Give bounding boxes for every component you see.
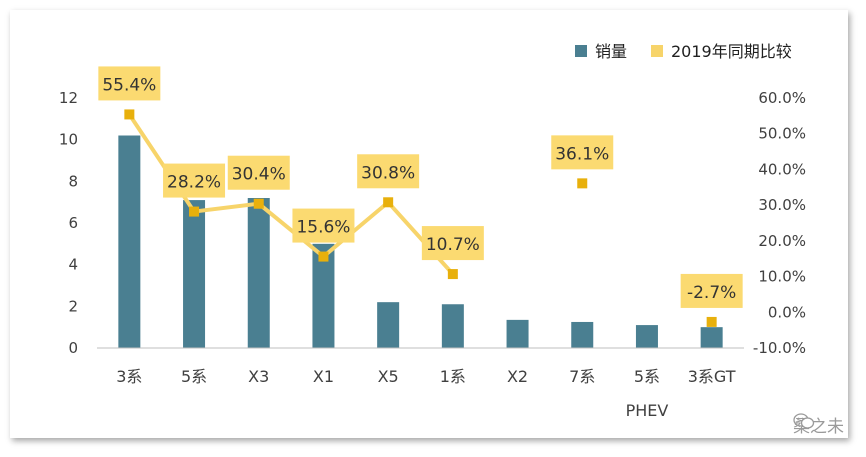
data-label-box: [227, 155, 290, 190]
bar: [247, 198, 270, 348]
data-label-box: [292, 208, 355, 243]
watermark: 桑之未: [793, 412, 844, 437]
line-marker: [318, 251, 329, 262]
right-tick-label: 0.0%: [768, 303, 806, 321]
bar: [571, 321, 594, 348]
chat-icon: [793, 413, 815, 429]
bar-series: [118, 135, 723, 348]
data-label: 55.4%: [102, 75, 156, 95]
category-label-line: 3系: [116, 367, 142, 386]
category-label-line: 3系GT: [688, 367, 736, 386]
category-label: 7系: [569, 367, 595, 386]
data-label: 10.7%: [426, 235, 480, 255]
left-tick-label: 0: [68, 339, 78, 357]
bar: [441, 304, 464, 348]
left-tick-label: 4: [68, 256, 78, 274]
right-tick-label: 40.0%: [758, 160, 806, 178]
right-tick-label: 30.0%: [758, 196, 806, 214]
category-label: 5系: [181, 367, 207, 386]
data-label: -2.7%: [687, 283, 736, 303]
right-tick-label: 20.0%: [758, 232, 806, 250]
line-marker: [383, 197, 394, 208]
category-label: X2: [507, 367, 528, 386]
line-segment: [192, 201, 261, 214]
data-label-box: [98, 66, 161, 101]
line-marker: [124, 109, 135, 120]
right-tick-label: 60.0%: [758, 89, 806, 107]
left-tick-label: 6: [68, 214, 78, 232]
data-label: 30.8%: [361, 163, 415, 183]
left-tick-label: 12: [59, 89, 78, 107]
bar: [312, 243, 335, 348]
category-label-line: X3: [248, 367, 269, 386]
legend-swatch: [575, 45, 587, 57]
line-segment: [321, 200, 391, 259]
line-marker: [189, 206, 200, 217]
category-label: X5: [378, 367, 399, 386]
data-label-box: [421, 226, 484, 261]
yoy-line-series: [124, 109, 717, 327]
right-tick-label: -10.0%: [753, 339, 806, 357]
right-tick-label: 10.0%: [758, 268, 806, 286]
category-label: X1: [313, 367, 334, 386]
left-axis-ticks: 0 2 4 6 8 10 12: [59, 89, 78, 357]
legend-label: 2019年同期比较: [671, 42, 792, 61]
category-label-line: X1: [313, 367, 334, 386]
left-tick-label: 2: [68, 297, 78, 315]
category-label: 3系GT: [688, 367, 736, 386]
data-label: 30.4%: [232, 165, 286, 185]
data-labels: 55.4% 28.2% 30.4% 15.6% 30.8% 10.7% 36.1% -2.7%: [98, 66, 743, 308]
left-tick-label: 8: [68, 172, 78, 190]
bar: [700, 327, 723, 348]
legend-swatch: [651, 45, 663, 57]
legend-label: 销量: [595, 42, 627, 61]
line-segment: [256, 201, 326, 259]
category-label-line: 7系: [569, 367, 595, 386]
category-label-line: X5: [378, 367, 399, 386]
data-label: 36.1%: [555, 144, 609, 164]
bar: [183, 200, 206, 348]
category-labels: 3系 5系 X3 X1 X5 1系 X2 7系 5系 PHEV 3系GT: [116, 367, 736, 420]
category-label: X3: [248, 367, 269, 386]
data-label-box: [551, 135, 614, 170]
right-tick-label: 50.0%: [758, 125, 806, 143]
left-tick-label: 10: [59, 131, 78, 149]
bar: [635, 325, 658, 348]
category-label: 3系: [116, 367, 142, 386]
data-label-box: [163, 163, 226, 198]
category-label-line: 5系: [181, 367, 207, 386]
line-marker: [253, 198, 264, 209]
legend: 销量 2019年同期比较: [575, 42, 792, 61]
line-segment: [386, 200, 455, 277]
data-label: 28.2%: [167, 173, 221, 193]
bar: [506, 319, 529, 348]
data-label: 15.6%: [296, 218, 350, 238]
data-label-box: [357, 154, 420, 189]
bar: [118, 135, 141, 348]
line-marker: [706, 316, 717, 327]
data-label-box: [680, 273, 743, 308]
category-label: 1系: [440, 367, 466, 386]
category-label-line: X2: [507, 367, 528, 386]
category-label: 5系 PHEV: [626, 367, 669, 420]
category-label-line: 1系: [440, 367, 466, 386]
bar: [377, 302, 400, 348]
right-axis-ticks: -10.0% 0.0% 10.0% 20.0% 30.0% 40.0% 50.0% 60.0%: [753, 89, 806, 357]
line-marker: [447, 269, 458, 280]
category-label-line: PHEV: [626, 401, 669, 420]
category-label-line: 5系: [634, 367, 660, 386]
line-marker: [577, 178, 588, 189]
